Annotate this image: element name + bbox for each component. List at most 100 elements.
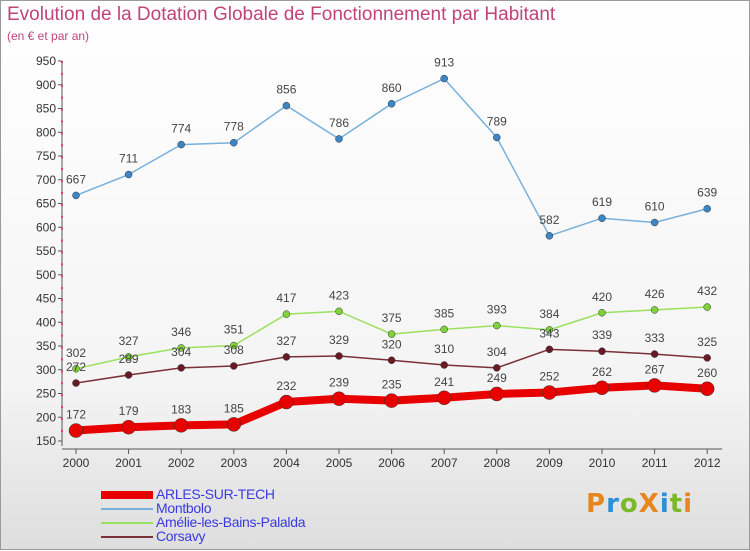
- data-point: [440, 361, 448, 369]
- y-tick-label: 950: [36, 54, 56, 68]
- y-tick-label: 750: [36, 149, 56, 163]
- x-tick-label: 2005: [326, 456, 353, 470]
- data-point: [703, 303, 711, 311]
- data-label: 423: [329, 288, 349, 302]
- data-label: 333: [645, 331, 665, 345]
- data-label: 582: [539, 213, 559, 227]
- x-tick-label: 2004: [273, 456, 300, 470]
- data-label: 343: [539, 326, 559, 340]
- data-label: 384: [539, 307, 559, 321]
- y-tick-label: 300: [36, 363, 56, 377]
- x-tick-label: 2001: [115, 456, 142, 470]
- data-point: [387, 100, 396, 108]
- x-tick-label: 2000: [63, 456, 90, 470]
- y-tick-label: 650: [36, 197, 56, 211]
- data-label: 619: [592, 195, 612, 209]
- data-point: [387, 330, 396, 338]
- data-point: [545, 326, 554, 334]
- y-axis-dot: [61, 322, 63, 325]
- data-label: 339: [592, 328, 612, 342]
- data-label: 432: [697, 284, 717, 298]
- y-axis-dot: [61, 346, 63, 349]
- data-label: 289: [119, 352, 139, 366]
- proxiti-logo: ProXiti: [586, 489, 694, 519]
- y-tick-label: 600: [36, 220, 56, 234]
- legend-label: ARLES-SUR-TECH: [156, 486, 275, 502]
- y-tick-label: 500: [36, 268, 56, 282]
- y-tick-label: 800: [36, 125, 56, 139]
- data-label: 249: [487, 371, 507, 385]
- data-point: [230, 341, 238, 350]
- data-label: 420: [592, 290, 612, 304]
- data-label: 302: [66, 346, 86, 360]
- y-axis-dot: [61, 251, 63, 254]
- data-label: 913: [434, 56, 454, 70]
- y-tick-label: 250: [36, 387, 56, 401]
- data-point: [436, 390, 452, 406]
- y-axis-dot: [61, 227, 63, 230]
- y-axis-dot: [61, 108, 63, 111]
- data-point: [650, 350, 659, 358]
- y-axis-dot: [61, 203, 63, 206]
- data-point: [335, 352, 343, 360]
- data-point: [387, 356, 396, 364]
- y-axis-dot: [61, 275, 63, 278]
- legend-swatch: [101, 536, 153, 538]
- data-point: [282, 310, 291, 318]
- data-point: [72, 191, 80, 200]
- data-label: 329: [329, 333, 349, 347]
- data-point: [493, 364, 501, 372]
- data-point: [230, 362, 238, 370]
- x-tick-label: 2011: [642, 456, 668, 470]
- data-point: [440, 325, 448, 334]
- data-label: 789: [487, 114, 507, 128]
- data-label: 308: [224, 343, 244, 357]
- data-point: [650, 306, 659, 314]
- data-label: 856: [276, 83, 296, 97]
- y-tick-label: 550: [36, 244, 56, 258]
- y-tick-label: 700: [36, 173, 56, 187]
- data-point: [177, 364, 185, 372]
- y-axis-dot: [61, 215, 63, 218]
- x-tick-label: 2002: [168, 456, 195, 470]
- y-axis-dot: [61, 61, 63, 63]
- data-label: 786: [329, 116, 349, 130]
- y-axis-dot: [61, 287, 63, 290]
- data-label: 610: [645, 200, 665, 214]
- data-point: [598, 309, 606, 317]
- data-label: 262: [592, 365, 612, 379]
- data-label: 774: [171, 122, 191, 136]
- data-label: 667: [66, 172, 86, 186]
- x-tick-label: 2009: [536, 456, 563, 470]
- y-axis-dot: [61, 156, 63, 159]
- x-tick-label: 2012: [694, 456, 721, 470]
- data-point: [650, 218, 659, 227]
- y-axis-dot: [61, 382, 63, 385]
- data-point: [282, 101, 291, 110]
- data-label: 417: [276, 291, 296, 305]
- y-axis-dot: [61, 239, 63, 242]
- data-point: [226, 417, 242, 432]
- data-label: 304: [487, 345, 507, 359]
- y-tick-label: 400: [36, 315, 56, 329]
- data-point: [173, 418, 189, 433]
- data-point: [699, 381, 715, 396]
- y-axis-dot: [61, 370, 63, 373]
- data-point: [177, 344, 185, 352]
- data-point: [331, 391, 347, 406]
- y-axis-dot: [61, 299, 63, 301]
- y-axis-dot: [61, 144, 63, 147]
- data-point: [68, 423, 84, 438]
- data-label: 860: [382, 81, 402, 95]
- y-axis-dot: [61, 84, 63, 87]
- data-point: [703, 354, 711, 362]
- data-label: 252: [539, 370, 559, 384]
- data-label: 325: [697, 335, 717, 349]
- data-point: [489, 386, 505, 402]
- data-point: [335, 307, 343, 316]
- y-axis-dot: [61, 418, 63, 420]
- x-tick-label: 2006: [378, 456, 405, 470]
- legend-label: Corsavy: [156, 528, 206, 544]
- data-label: 711: [119, 152, 138, 166]
